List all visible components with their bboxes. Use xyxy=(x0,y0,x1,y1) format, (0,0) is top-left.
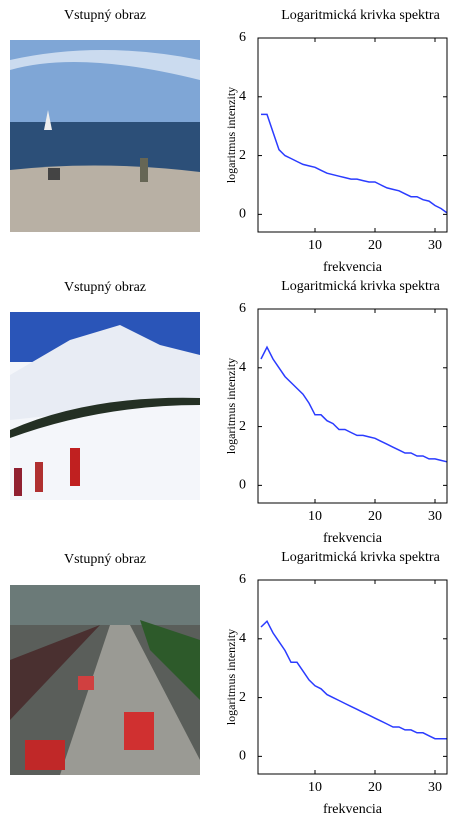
y-axis-label: logaritmus intenzity xyxy=(224,629,238,725)
y-tick-label: 4 xyxy=(239,89,246,104)
axes-box xyxy=(257,37,448,233)
image-title: Vstupný obraz xyxy=(64,8,146,23)
y-tick-label: 2 xyxy=(239,419,246,434)
y-tick-label: 6 xyxy=(239,30,246,45)
x-tick-label: 30 xyxy=(428,238,442,253)
y-tick-label: 6 xyxy=(239,301,246,316)
x-tick-label: 30 xyxy=(428,780,442,795)
y-axis-label: logaritmus intenzity xyxy=(224,358,238,454)
y-tick-label: 4 xyxy=(239,360,246,375)
x-tick-label: 10 xyxy=(308,780,322,795)
beach-image xyxy=(10,40,200,232)
y-tick-label: 0 xyxy=(239,478,246,493)
y-tick-label: 4 xyxy=(239,631,246,646)
chart-title: Logaritmická krivka spektra xyxy=(281,279,440,294)
x-tick-label: 10 xyxy=(308,238,322,253)
axes-box xyxy=(257,308,448,504)
street-image xyxy=(10,585,200,775)
chart-title: Logaritmická krivka spektra xyxy=(281,550,440,565)
x-tick-label: 30 xyxy=(428,509,442,524)
x-axis-label: frekvencia xyxy=(323,260,383,275)
spectrum-line xyxy=(261,113,448,214)
image-title: Vstupný obraz xyxy=(64,280,146,295)
ski-image xyxy=(10,312,200,500)
x-tick-label: 10 xyxy=(308,509,322,524)
image-title: Vstupný obraz xyxy=(64,552,146,567)
y-tick-label: 2 xyxy=(239,690,246,705)
chart-title: Logaritmická krivka spektra xyxy=(281,8,440,23)
x-tick-label: 20 xyxy=(368,238,382,253)
y-tick-label: 6 xyxy=(239,572,246,587)
y-tick-label: 0 xyxy=(239,749,246,764)
y-tick-label: 2 xyxy=(239,148,246,163)
x-tick-label: 20 xyxy=(368,780,382,795)
y-tick-label: 0 xyxy=(239,207,246,222)
y-axis-label: logaritmus intenzity xyxy=(224,87,238,183)
spectrum-line xyxy=(260,619,447,740)
x-tick-label: 20 xyxy=(368,509,382,524)
x-axis-label: frekvencia xyxy=(323,802,383,816)
axes-box xyxy=(257,579,448,775)
spectrum-line xyxy=(260,345,448,463)
x-axis-label: frekvencia xyxy=(323,531,383,546)
